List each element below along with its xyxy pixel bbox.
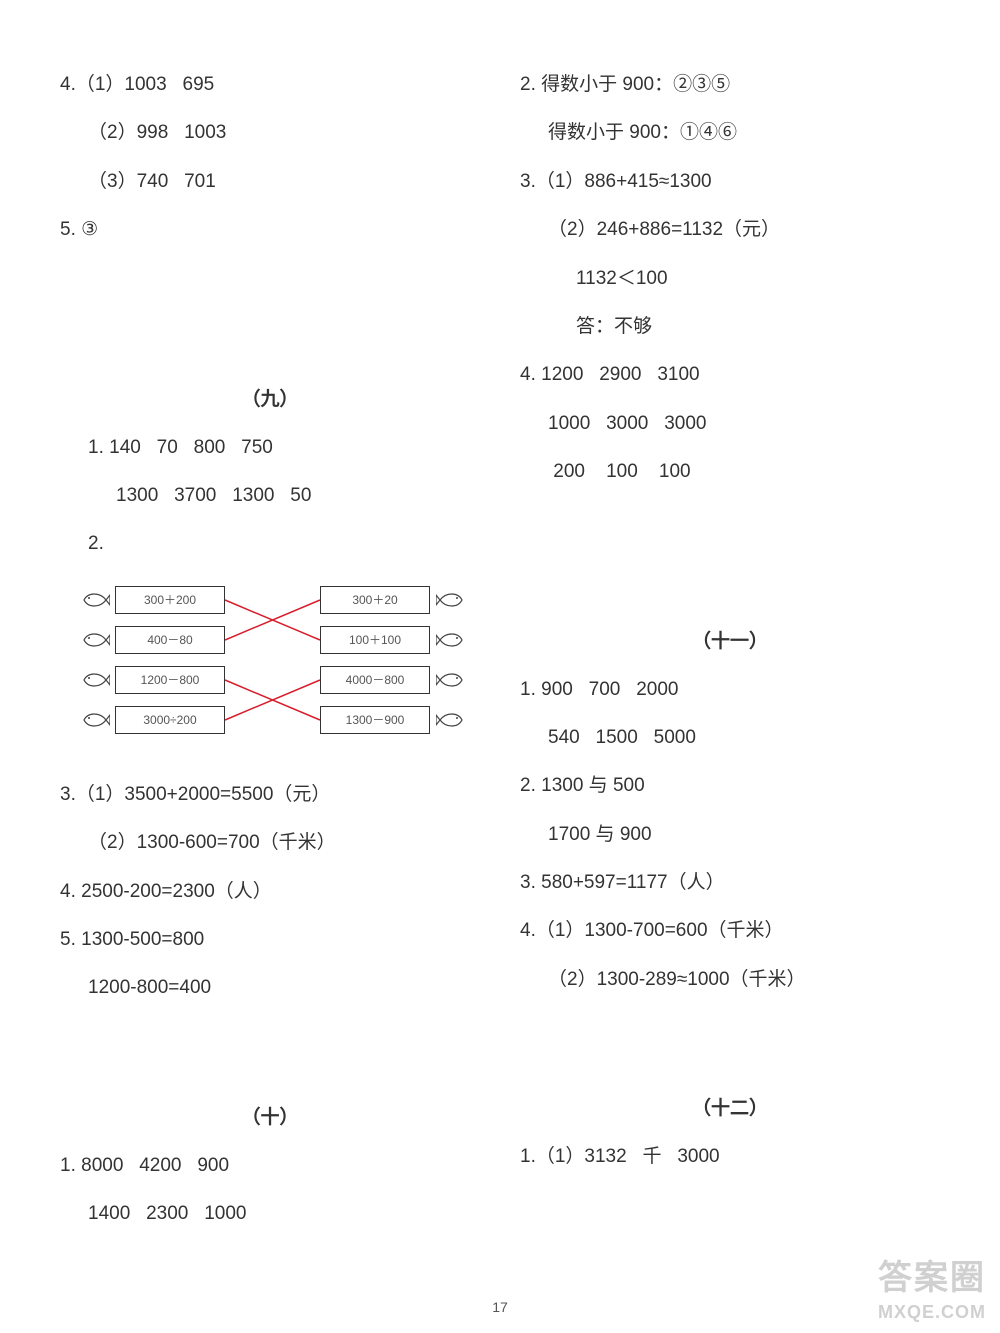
text-line: 3.（1）886+415≈1300: [520, 167, 940, 197]
match-box-right: 4000－800: [320, 666, 430, 694]
fish-icon: [436, 630, 464, 650]
section-heading-11: （十一）: [520, 626, 940, 653]
text-line: 1000 3000 3000: [520, 409, 940, 439]
watermark-sub: MXQE.COM: [878, 1302, 986, 1323]
spacer: [520, 506, 940, 596]
section-heading-10: （十）: [60, 1102, 480, 1129]
fish-icon: [436, 710, 464, 730]
fish-icon: [82, 630, 110, 650]
page: 4.（1）1003 695 （2）998 1003 （3）740 701 5. …: [0, 0, 1000, 1287]
text-line: 4.（1）1300-700=600（千米）: [520, 916, 940, 946]
section-heading-9: （九）: [60, 384, 480, 411]
text-line: 4.（1）1003 695: [60, 70, 480, 100]
text-line: 5. 1300-500=800: [60, 925, 480, 955]
text-line: 5. ③: [60, 215, 480, 245]
fish-icon: [436, 670, 464, 690]
text-line: 1300 3700 1300 50: [60, 481, 480, 511]
text-line: 2.: [60, 529, 480, 559]
fish-icon: [436, 590, 464, 610]
right-column: 2. 得数小于 900：②③⑤ 得数小于 900：①④⑥ 3.（1）886+41…: [520, 70, 940, 1247]
text-line: （2）1300-289≈1000（千米）: [520, 965, 940, 995]
text-line: 1.（1）3132 千 3000: [520, 1142, 940, 1172]
fish-icon: [82, 670, 110, 690]
text-line: （2）246+886=1132（元）: [520, 215, 940, 245]
text-line: 4. 2500-200=2300（人）: [60, 877, 480, 907]
match-box-left: 1200－800: [115, 666, 225, 694]
text-line: 2. 得数小于 900：②③⑤: [520, 70, 940, 100]
page-number: 17: [0, 1299, 1000, 1315]
matching-diagram: 300＋200 300＋20 400－80 100＋100 1200－800 4000－8…: [80, 582, 480, 762]
fish-icon: [82, 710, 110, 730]
text-line: 1. 900 700 2000: [520, 675, 940, 705]
text-line: 3.（1）3500+2000=5500（元）: [60, 780, 480, 810]
spacer: [520, 1013, 940, 1063]
watermark-main: 答案圈: [878, 1250, 986, 1299]
text-line: 1. 8000 4200 900: [60, 1151, 480, 1181]
text-line: 1400 2300 1000: [60, 1199, 480, 1229]
section-heading-12: （十二）: [520, 1093, 940, 1120]
match-box-left: 300＋200: [115, 586, 225, 614]
text-line: 1200-800=400: [60, 973, 480, 1003]
text-line: 3. 580+597=1177（人）: [520, 868, 940, 898]
text-line: 1132＜100: [520, 264, 940, 294]
match-box-right: 300＋20: [320, 586, 430, 614]
fish-icon: [82, 590, 110, 610]
match-box-right: 100＋100: [320, 626, 430, 654]
text-line: 4. 1200 2900 3100: [520, 360, 940, 390]
text-line: 540 1500 5000: [520, 723, 940, 753]
text-line: 2. 1300 与 500: [520, 771, 940, 801]
text-line: 答：不够: [520, 312, 940, 342]
left-column: 4.（1）1003 695 （2）998 1003 （3）740 701 5. …: [60, 70, 480, 1247]
text-line: 200 100 100: [520, 457, 940, 487]
spacer: [60, 1022, 480, 1072]
text-line: 1700 与 900: [520, 820, 940, 850]
spacer: [60, 264, 480, 354]
text-line: （2）1300-600=700（千米）: [60, 828, 480, 858]
text-line: （3）740 701: [60, 167, 480, 197]
text-line: （2）998 1003: [60, 118, 480, 148]
match-box-right: 1300－900: [320, 706, 430, 734]
match-box-left: 3000÷200: [115, 706, 225, 734]
text-line: 得数小于 900：①④⑥: [520, 118, 940, 148]
match-box-left: 400－80: [115, 626, 225, 654]
text-line: 1. 140 70 800 750: [60, 433, 480, 463]
